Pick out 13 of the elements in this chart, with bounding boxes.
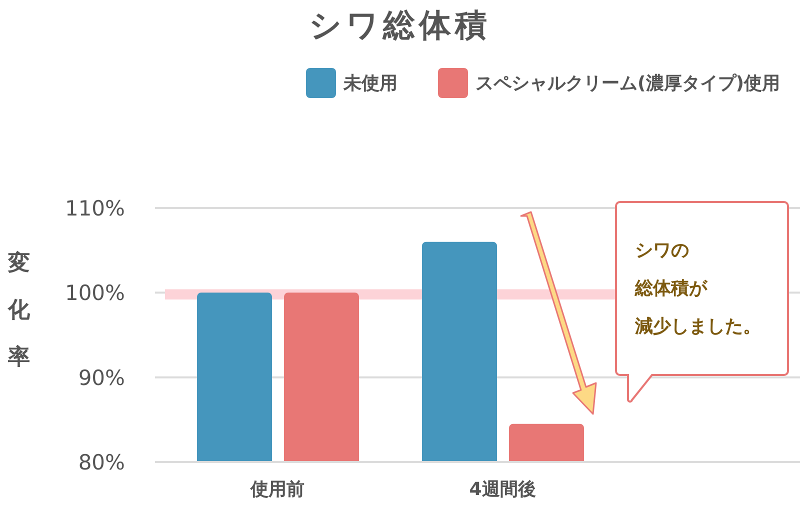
- legend-label: スペシャルクリーム(濃厚タイプ)使用: [476, 72, 780, 95]
- chart-title: シワ総体積: [308, 5, 492, 46]
- y-axis-title: 変化率: [6, 250, 31, 372]
- x-tick-label: 使用前: [250, 478, 304, 500]
- annotation: 総体積が: [635, 277, 709, 301]
- annotation: シワの: [635, 239, 690, 263]
- x-tick-label: 4週間後: [469, 478, 536, 500]
- y-tick-label: 110%: [64, 196, 125, 220]
- legend-label: 未使用: [344, 72, 398, 95]
- annotation: 減少しました。: [635, 315, 761, 339]
- y-tick-label: 80%: [78, 450, 125, 474]
- y-tick-label: 90%: [78, 366, 125, 390]
- y-tick-label: 100%: [64, 281, 125, 306]
